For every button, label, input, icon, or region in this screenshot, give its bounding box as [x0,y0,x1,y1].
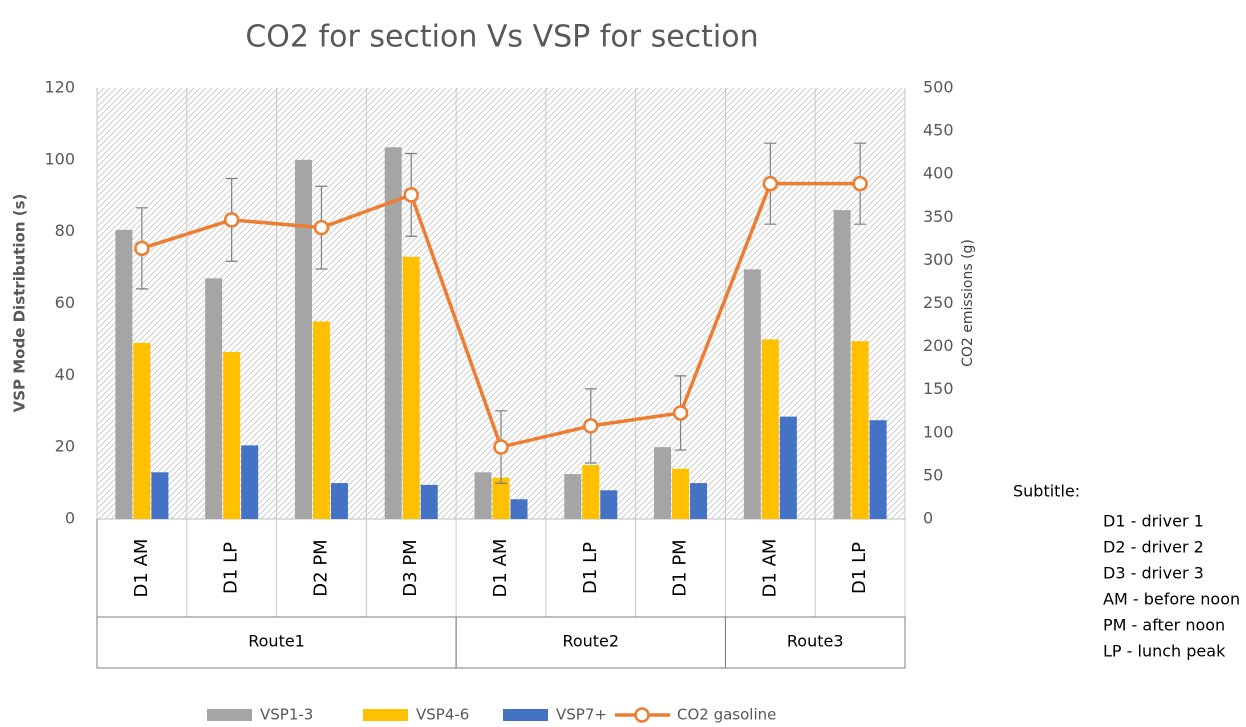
group-label: Route2 [562,632,619,651]
bar [223,351,241,519]
bar [851,341,869,519]
y2-tick-label: 500 [923,78,954,97]
y2-tick-label: 300 [923,250,954,269]
bar [492,477,510,519]
bar [654,447,672,519]
line-marker [403,187,419,203]
bar [833,210,851,519]
group-label: Route1 [248,632,305,651]
y-tick-label: 80 [55,221,75,240]
y2-tick-label: 400 [923,164,954,183]
note-line: D2 - driver 2 [1103,538,1204,557]
bar [474,472,492,519]
group-box [724,616,906,669]
legend-swatch [207,709,252,721]
bar [761,339,779,519]
y2-tick-label: 200 [923,336,954,355]
bar [869,420,887,519]
bar [582,465,600,519]
line-marker [583,418,599,434]
y-tick-label: 0 [65,509,75,528]
legend-swatch [503,709,548,721]
x-tick-label: D1 AM [759,539,780,598]
bar [420,484,438,519]
bar [294,159,312,520]
y-tick-label: 60 [55,293,75,312]
note-line: LP - lunch peak [1103,642,1226,661]
y2-tick-label: 250 [923,293,954,312]
bar [510,499,528,519]
group-label: Route3 [787,632,844,651]
note-line: PM - after noon [1103,616,1225,635]
bar [205,278,223,519]
line-marker [134,240,150,257]
bar [133,343,151,519]
x-tick-label: D2 PM [310,539,331,596]
y-tick-label: 40 [55,365,75,384]
line-marker [493,439,509,455]
y-tick-label: 100 [44,149,75,168]
x-tick-label: D3 PM [400,539,421,596]
legend-label: CO2 gasoline [677,706,776,724]
y-axis-title: VSP Mode Distribution (s) [11,194,29,413]
y2-tick-label: 150 [923,379,954,398]
x-tick-label: D1 LP [849,542,870,594]
y2-tick-label: 50 [923,465,943,484]
legend-swatch [363,709,408,721]
legend-swatch [634,707,650,723]
legend-label: VSP7+ [556,706,607,724]
bar [384,147,402,519]
y2-tick-label: 0 [923,509,933,528]
x-tick-label: D1 LP [580,542,601,594]
x-tick-label: D1 LP [221,542,242,594]
x-tick-label: D1 AM [131,539,152,598]
line-marker [672,405,689,421]
y-tick-label: 20 [55,437,75,456]
y2-axis-title: CO2 emissions (g) [960,239,976,367]
line-marker [313,219,330,236]
line-marker [223,212,240,228]
bar [779,416,797,519]
y2-tick-label: 100 [923,422,954,441]
bar [672,468,690,519]
x-tick-label: D1 AM [490,539,511,598]
bar [115,229,133,519]
x-tick-label: D1 PM [670,539,691,596]
bar [564,474,582,519]
y2-tick-label: 450 [923,121,954,140]
chart-title: CO2 for section Vs VSP for section [245,20,758,55]
bar [330,483,348,519]
legend-label: VSP4-6 [416,706,469,724]
bar [151,472,169,519]
bar [690,483,708,519]
bar [743,269,761,519]
note-line: D3 - driver 3 [1103,564,1204,583]
bar [241,445,259,519]
note-line: AM - before noon [1103,590,1240,609]
notes-title: Subtitle: [1013,482,1080,501]
note-line: D1 - driver 1 [1103,512,1204,531]
line-marker [852,175,868,192]
bar [600,490,618,519]
bar [312,321,330,519]
legend-label: VSP1-3 [260,706,313,724]
y2-tick-label: 350 [923,207,954,226]
line-marker [762,175,779,192]
y-tick-label: 120 [44,78,75,97]
bar [402,256,420,519]
